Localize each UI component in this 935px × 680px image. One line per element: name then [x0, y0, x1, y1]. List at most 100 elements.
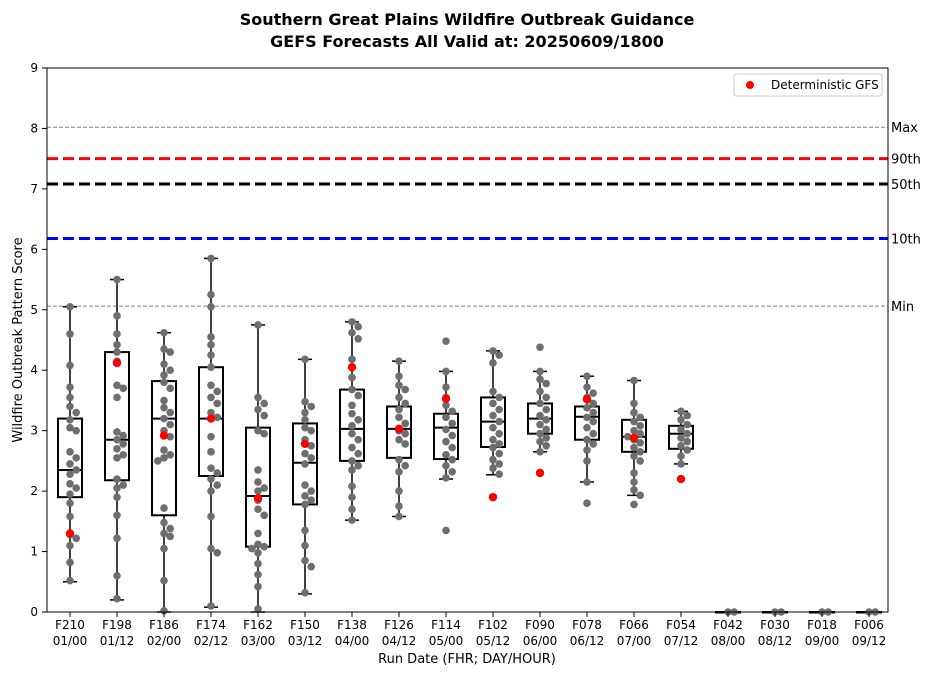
ensemble-member-point [207, 464, 215, 472]
ensemble-member-point [113, 475, 121, 483]
x-tick-label-date: 06/00 [523, 634, 558, 648]
x-tick-label-date: 09/12 [852, 634, 887, 648]
ensemble-member-point [630, 426, 638, 435]
ensemble-member-point [636, 448, 644, 456]
ensemble-member-point [207, 408, 215, 417]
x-tick-label-fhr: F078 [572, 618, 602, 632]
ensemble-member-point [113, 445, 121, 453]
ensemble-member-point [442, 474, 450, 482]
ensemble-member-point [395, 393, 403, 402]
ensemble-member-point [301, 481, 309, 489]
ensemble-member-point [72, 534, 80, 543]
ensemble-member-point [489, 387, 497, 396]
x-tick-label-fhr: F198 [102, 618, 132, 632]
ensemble-member-point [307, 496, 316, 504]
ensemble-member-point [113, 454, 121, 462]
ensemble-member-point [495, 393, 504, 402]
ensemble-member-point [542, 405, 550, 414]
x-tick-label-fhr: F114 [431, 618, 461, 632]
ensemble-member-point [442, 401, 450, 410]
ensemble-member-point [442, 437, 450, 446]
ensemble-member-point [113, 275, 121, 284]
ensemble-member-point [213, 481, 221, 489]
x-tick-label-fhr: F162 [243, 618, 273, 632]
ensemble-member-point [213, 469, 221, 477]
x-tick-label-fhr: F150 [290, 618, 320, 632]
ensemble-member-point [260, 411, 269, 420]
ensemble-member-point [489, 464, 497, 472]
ensemble-member-point [301, 449, 309, 458]
ensemble-member-point [166, 384, 174, 393]
x-tick-label-fhr: F126 [384, 618, 414, 632]
ensemble-member-point [119, 481, 127, 489]
ensemble-member-point [395, 405, 403, 414]
deterministic-gfs-point [676, 474, 686, 484]
ensemble-member-point [254, 478, 262, 486]
ensemble-member-point [448, 467, 457, 476]
ensemble-member-point [348, 318, 356, 326]
ensemble-member-point [442, 461, 450, 470]
ensemble-member-point [307, 402, 316, 411]
y-tick-label: 8 [30, 121, 38, 135]
ensemble-member-point [260, 542, 269, 551]
ensemble-member-point [207, 448, 215, 456]
ensemble-member-point [401, 399, 410, 408]
ensemble-member-point [66, 512, 74, 521]
ensemble-member-point [160, 378, 168, 387]
ensemble-member-point [583, 478, 591, 486]
x-tick-label-fhr: F090 [525, 618, 555, 632]
ensemble-member-point [589, 417, 597, 426]
ensemble-member-point [207, 254, 215, 263]
ensemble-member-point [542, 434, 550, 442]
ensemble-member-point [66, 383, 74, 391]
ensemble-member-point [589, 389, 597, 397]
ensemble-member-point [72, 454, 80, 462]
ensemble-member-point [301, 460, 309, 468]
ensemble-member-point [113, 493, 121, 501]
ensemble-member-point [395, 372, 403, 381]
x-tick-label-date: 04/12 [382, 634, 417, 648]
ensemble-member-point [119, 384, 127, 393]
chart-title: Southern Great Plains Wildfire Outbreak … [240, 10, 695, 29]
ensemble-member-point [348, 505, 356, 514]
ensemble-member-point [207, 363, 215, 372]
ensemble-member-point [166, 348, 174, 356]
ensemble-member-point [160, 544, 168, 553]
ensemble-member-point [301, 526, 309, 535]
ensemble-member-point [301, 408, 309, 417]
ensemble-member-point [301, 541, 309, 550]
ensemble-member-point [630, 478, 638, 486]
x-tick-label-date: 03/12 [288, 634, 323, 648]
deterministic-gfs-point [347, 363, 357, 372]
ensemble-member-point [254, 321, 262, 329]
ensemble-member-point [348, 401, 356, 410]
reference-label-max: Max [891, 121, 918, 136]
x-tick-label-date: 06/12 [570, 634, 605, 648]
ensemble-member-point [348, 493, 356, 501]
ensemble-member-point [113, 435, 121, 444]
ensemble-member-point [254, 582, 262, 591]
ensemble-member-point [348, 443, 356, 452]
ensemble-member-point [213, 387, 221, 396]
ensemble-member-point [683, 437, 691, 446]
ensemble-member-point [354, 461, 363, 470]
ensemble-member-point [166, 420, 174, 429]
ensemble-member-point [307, 487, 316, 495]
y-tick-label: 2 [30, 484, 38, 498]
ensemble-member-point [254, 605, 262, 613]
chart-subtitle: GEFS Forecasts All Valid at: 20250609/18… [270, 32, 664, 51]
ensemble-member-point [301, 588, 309, 597]
ensemble-member-point [119, 451, 127, 459]
ensemble-member-point [495, 470, 504, 478]
deterministic-gfs-point [629, 433, 639, 443]
deterministic-gfs-point [159, 431, 169, 440]
ensemble-member-point [583, 372, 591, 381]
ensemble-member-point [395, 413, 403, 422]
legend-marker [746, 81, 754, 89]
ensemble-member-point [636, 491, 644, 500]
reference-label-min: Min [891, 300, 914, 315]
legend-label: Deterministic GFS [771, 78, 879, 92]
ensemble-member-point [536, 437, 544, 446]
ensemble-member-point [448, 407, 457, 416]
ensemble-member-point [677, 415, 685, 424]
